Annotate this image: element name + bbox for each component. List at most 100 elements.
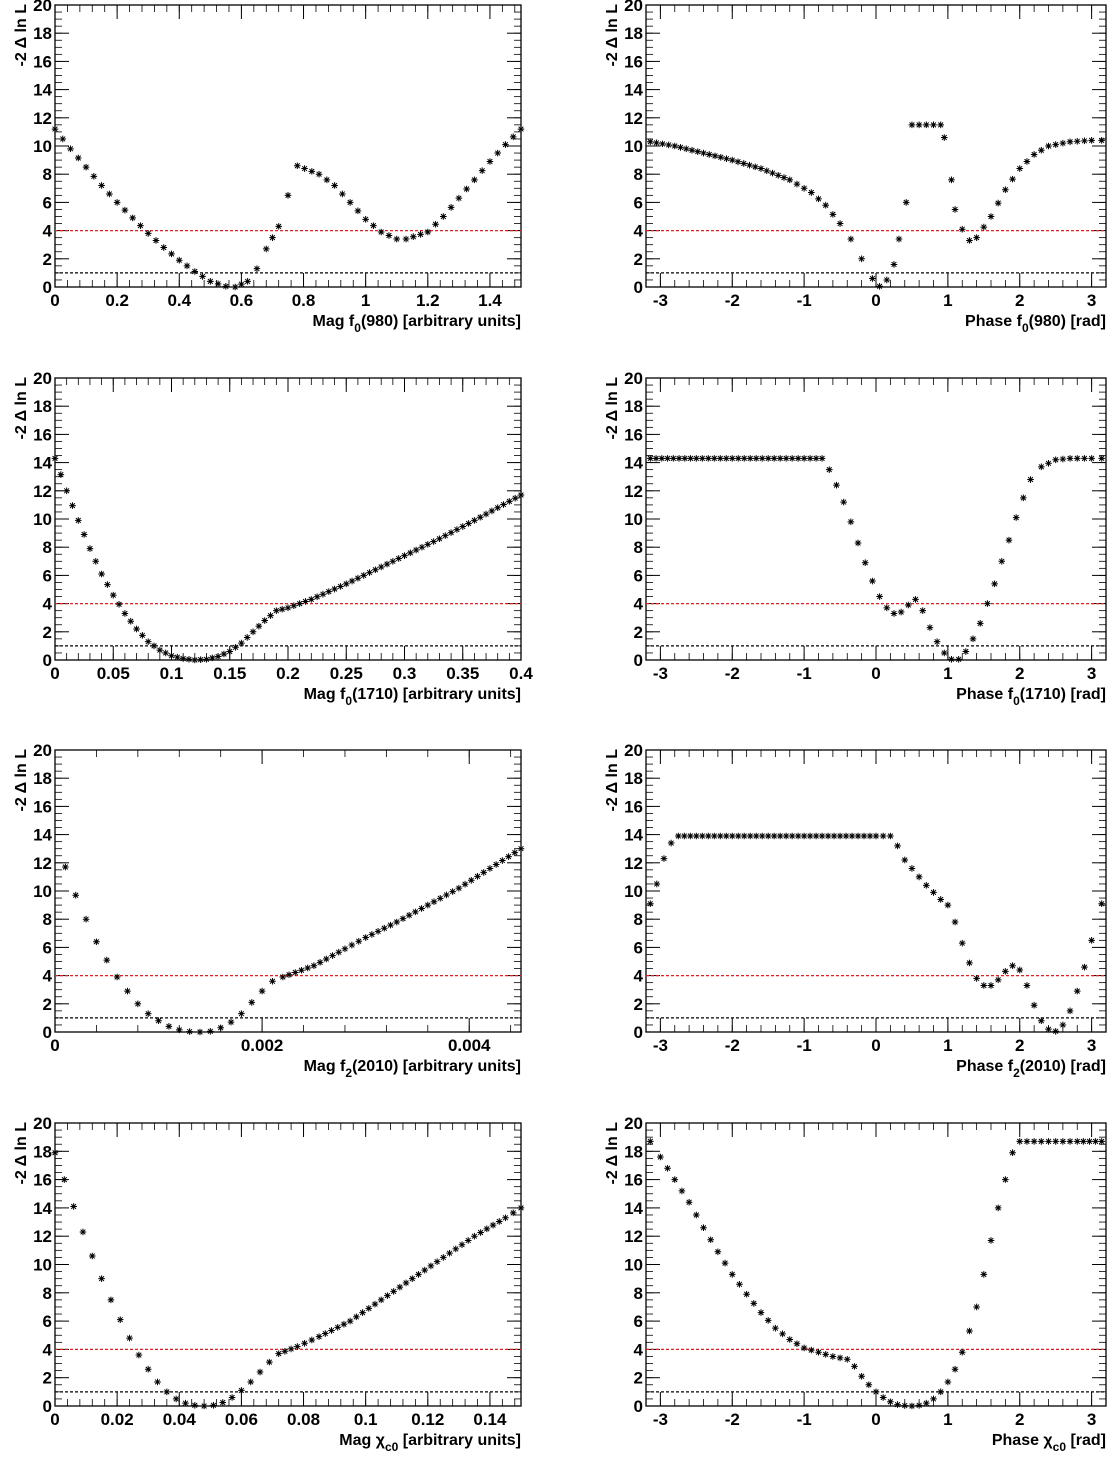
data-point bbox=[447, 204, 455, 211]
data-point bbox=[387, 921, 394, 929]
data-point bbox=[969, 635, 977, 643]
data-point bbox=[879, 832, 887, 840]
y-axis-title: -2 Δ ln L bbox=[13, 4, 30, 67]
x-tick-label: 3 bbox=[1087, 1036, 1096, 1055]
data-point bbox=[994, 199, 1002, 207]
data-point bbox=[440, 1254, 447, 1261]
data-point bbox=[144, 1365, 152, 1373]
x-tick-label: 0.1 bbox=[160, 664, 184, 683]
y-tick-label: 18 bbox=[624, 769, 643, 788]
data-point bbox=[340, 1320, 348, 1328]
data-point bbox=[948, 655, 955, 663]
data-point bbox=[800, 185, 808, 192]
data-point bbox=[780, 174, 788, 181]
plot-frame bbox=[645, 4, 1107, 288]
data-point bbox=[705, 151, 713, 158]
data-point bbox=[1016, 165, 1024, 172]
data-point bbox=[693, 832, 700, 840]
y-tick-label: 20 bbox=[624, 741, 643, 760]
x-tick-label: -1 bbox=[797, 664, 812, 683]
data-point bbox=[958, 939, 966, 947]
data-point bbox=[671, 1176, 679, 1183]
data-point bbox=[1098, 137, 1105, 144]
data-point bbox=[1098, 1138, 1105, 1145]
data-point bbox=[453, 526, 461, 533]
data-point bbox=[1005, 536, 1013, 544]
data-point bbox=[281, 1347, 289, 1355]
x-tick-label: 2 bbox=[1015, 1410, 1024, 1429]
data-point bbox=[302, 598, 309, 605]
data-point bbox=[681, 832, 688, 840]
data-point bbox=[652, 455, 660, 462]
plot-frame bbox=[54, 377, 522, 661]
x-tick-label: 2 bbox=[1015, 291, 1024, 310]
data-point bbox=[774, 172, 782, 179]
data-point bbox=[109, 591, 117, 599]
data-point bbox=[421, 1266, 428, 1274]
data-point bbox=[1073, 987, 1081, 995]
data-point bbox=[348, 577, 356, 585]
x-tick-label: 1.4 bbox=[478, 291, 502, 310]
data-point bbox=[976, 620, 984, 627]
data-point bbox=[1002, 968, 1009, 975]
data-point bbox=[915, 121, 923, 129]
data-point bbox=[121, 206, 129, 214]
data-point bbox=[459, 523, 467, 530]
data-point bbox=[489, 1221, 497, 1229]
chart-panel-2: 0 2 4 6 8 10 12 14 16 18 20 0 0.05 0.1 0.15 0.2 0.25 0.3 0… bbox=[13, 369, 533, 708]
data-point bbox=[499, 857, 506, 864]
x-tick-label: -2 bbox=[725, 1036, 740, 1055]
data-point bbox=[186, 1028, 193, 1035]
y-tick-label: 4 bbox=[634, 595, 644, 614]
data-point bbox=[412, 546, 420, 554]
y-tick-label: 0 bbox=[43, 651, 52, 670]
data-point bbox=[788, 832, 796, 840]
data-point bbox=[991, 580, 998, 588]
x-axis-title: Phase χc0 [rad] bbox=[992, 1432, 1106, 1454]
plot-frame bbox=[645, 1122, 1107, 1407]
data-point bbox=[722, 455, 730, 462]
data-point bbox=[1052, 1138, 1059, 1145]
data-point bbox=[331, 585, 338, 593]
data-point bbox=[861, 559, 869, 567]
data-point bbox=[72, 891, 80, 899]
data-point bbox=[383, 560, 391, 568]
data-point bbox=[104, 581, 111, 588]
y-tick-label: 16 bbox=[624, 797, 643, 816]
data-point bbox=[92, 558, 100, 565]
data-point bbox=[840, 498, 847, 506]
data-point bbox=[98, 570, 105, 578]
y-tick-label: 12 bbox=[624, 109, 643, 128]
data-point bbox=[794, 832, 802, 840]
data-point bbox=[433, 1258, 441, 1265]
y-tick-label: 14 bbox=[33, 81, 52, 100]
data-point bbox=[273, 607, 280, 614]
data-point bbox=[752, 455, 760, 462]
data-point bbox=[843, 1356, 851, 1363]
data-point bbox=[255, 622, 263, 630]
data-point bbox=[287, 1345, 295, 1353]
x-axis-title: Mag f2(2010) [arbitrary units] bbox=[304, 1058, 521, 1080]
data-point bbox=[75, 517, 82, 524]
data-point bbox=[902, 199, 910, 206]
data-point bbox=[285, 971, 293, 979]
data-point bbox=[915, 1401, 923, 1409]
y-tick-label: 2 bbox=[43, 995, 52, 1014]
x-tick-label: 0.35 bbox=[446, 664, 479, 683]
x-axis-title: Mag f0(1710) [arbitrary units] bbox=[304, 686, 521, 708]
data-point bbox=[847, 235, 855, 243]
data-point bbox=[829, 1353, 837, 1360]
data-series bbox=[51, 455, 525, 664]
data-point bbox=[647, 138, 654, 146]
data-point bbox=[436, 895, 444, 902]
data-point bbox=[876, 282, 883, 290]
data-point bbox=[1086, 1138, 1093, 1145]
y-tick-label: 0 bbox=[43, 1397, 52, 1416]
data-point bbox=[476, 513, 484, 521]
data-point bbox=[115, 601, 123, 608]
data-point bbox=[675, 832, 682, 840]
data-point bbox=[1002, 1176, 1009, 1183]
data-point bbox=[390, 1288, 397, 1295]
data-point bbox=[427, 1262, 435, 1270]
